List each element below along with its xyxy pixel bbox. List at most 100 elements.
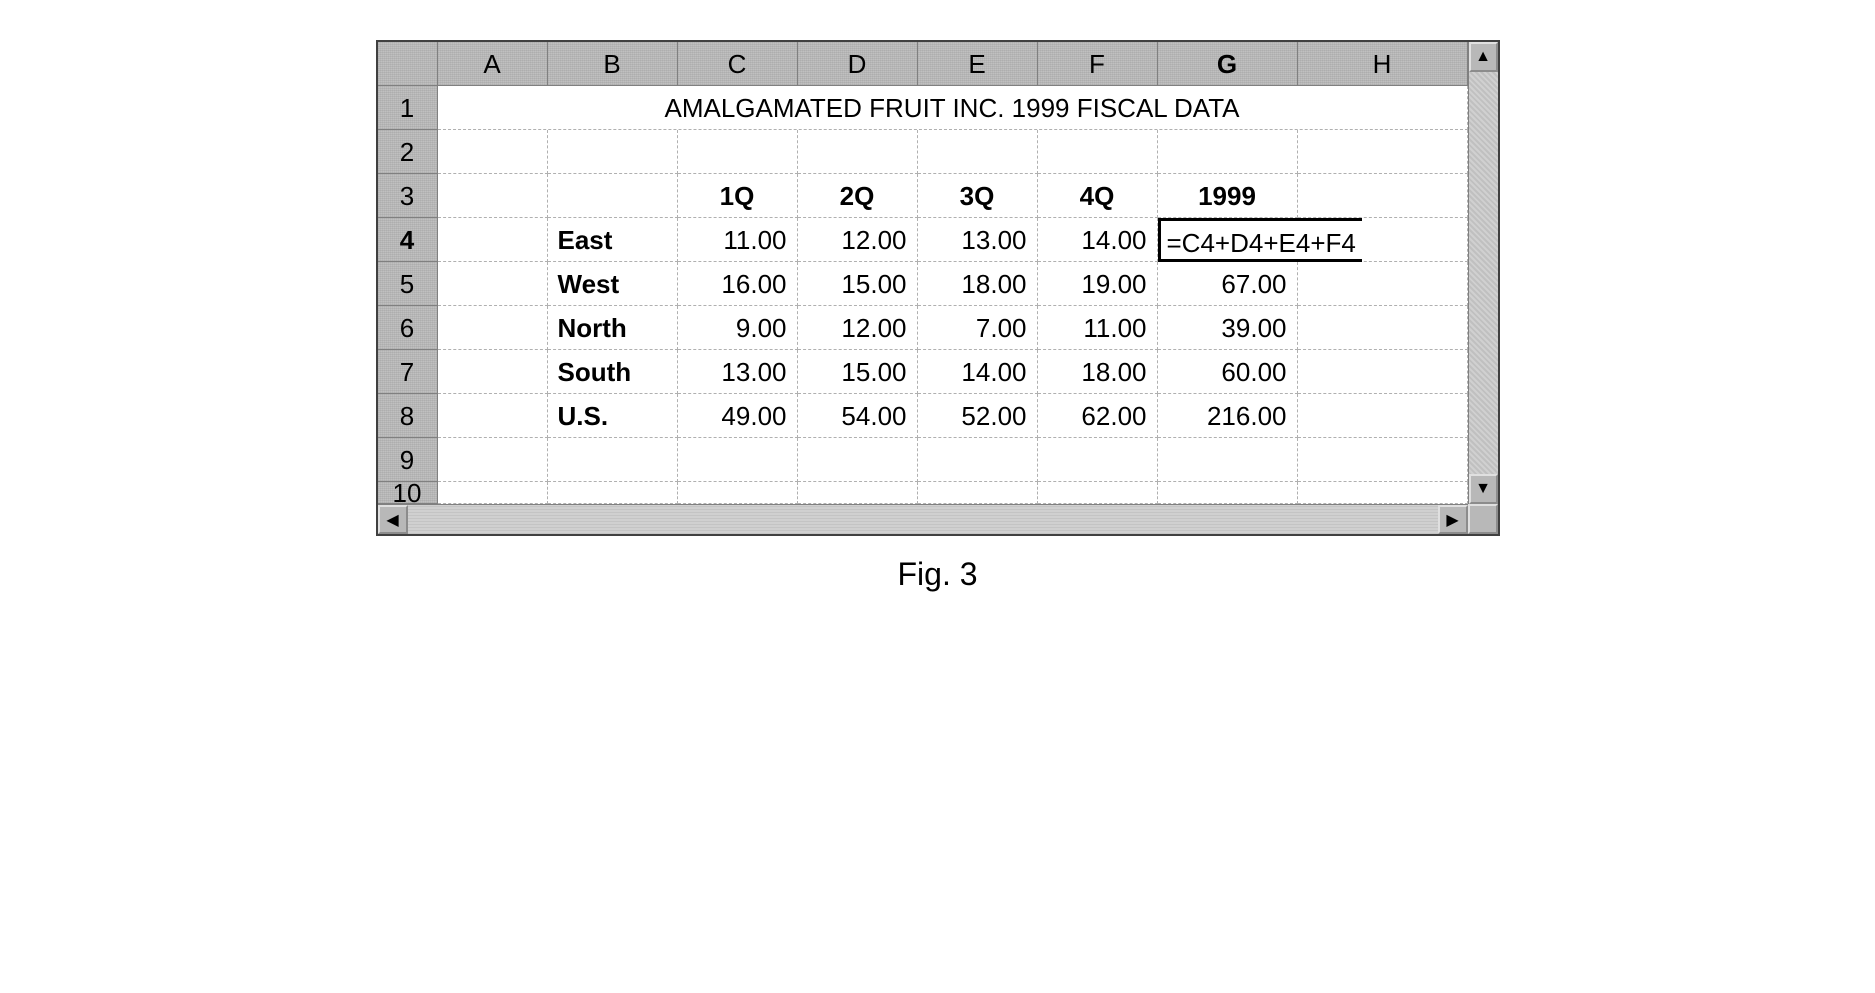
col-header-E[interactable]: E	[918, 42, 1038, 86]
cell-D5[interactable]: 15.00	[798, 262, 918, 306]
row-header-1[interactable]: 1	[378, 86, 438, 130]
cell-B8[interactable]: U.S.	[548, 394, 678, 438]
cell-H9[interactable]	[1298, 438, 1468, 482]
cell-B5[interactable]: West	[548, 262, 678, 306]
cell-D10[interactable]	[798, 482, 918, 504]
cell-H10[interactable]	[1298, 482, 1468, 504]
col-header-H[interactable]: H	[1298, 42, 1468, 86]
cell-H8[interactable]	[1298, 394, 1468, 438]
cell-E8[interactable]: 52.00	[918, 394, 1038, 438]
col-header-B[interactable]: B	[548, 42, 678, 86]
horizontal-scrollbar[interactable]: ◀ ▶	[378, 504, 1468, 534]
cell-E3[interactable]: 3Q	[918, 174, 1038, 218]
cell-B10[interactable]	[548, 482, 678, 504]
cell-A8[interactable]	[438, 394, 548, 438]
cell-D4[interactable]: 12.00	[798, 218, 918, 262]
cell-E9[interactable]	[918, 438, 1038, 482]
cell-B2[interactable]	[548, 130, 678, 174]
cell-E5[interactable]: 18.00	[918, 262, 1038, 306]
cell-D3[interactable]: 2Q	[798, 174, 918, 218]
cell-B3[interactable]	[548, 174, 678, 218]
cell-C6[interactable]: 9.00	[678, 306, 798, 350]
row-header-7[interactable]: 7	[378, 350, 438, 394]
cell-E6[interactable]: 7.00	[918, 306, 1038, 350]
cell-A7[interactable]	[438, 350, 548, 394]
cell-F4[interactable]: 14.00	[1038, 218, 1158, 262]
cell-C10[interactable]	[678, 482, 798, 504]
cell-C7[interactable]: 13.00	[678, 350, 798, 394]
cell-H6[interactable]	[1298, 306, 1468, 350]
cell-F6[interactable]: 11.00	[1038, 306, 1158, 350]
cell-E10[interactable]	[918, 482, 1038, 504]
cell-H7[interactable]	[1298, 350, 1468, 394]
row-header-8[interactable]: 8	[378, 394, 438, 438]
cell-H2[interactable]	[1298, 130, 1468, 174]
cell-D8[interactable]: 54.00	[798, 394, 918, 438]
col-header-D[interactable]: D	[798, 42, 918, 86]
cell-A10[interactable]	[438, 482, 548, 504]
cell-F3[interactable]: 4Q	[1038, 174, 1158, 218]
select-all-corner[interactable]	[378, 42, 438, 86]
cell-A9[interactable]	[438, 438, 548, 482]
cell-A6[interactable]	[438, 306, 548, 350]
vscroll-track[interactable]	[1469, 72, 1498, 474]
cell-D7[interactable]: 15.00	[798, 350, 918, 394]
cell-E4[interactable]: 13.00	[918, 218, 1038, 262]
cell-A2[interactable]	[438, 130, 548, 174]
hscroll-track[interactable]	[408, 505, 1438, 534]
cell-G5[interactable]: 67.00	[1158, 262, 1298, 306]
col-header-A[interactable]: A	[438, 42, 548, 86]
scroll-right-button[interactable]: ▶	[1438, 505, 1468, 534]
row-header-5[interactable]: 5	[378, 262, 438, 306]
cell-C8[interactable]: 49.00	[678, 394, 798, 438]
cell-E7[interactable]: 14.00	[918, 350, 1038, 394]
row-header-6[interactable]: 6	[378, 306, 438, 350]
scroll-up-button[interactable]: ▲	[1469, 42, 1498, 72]
cell-A5[interactable]	[438, 262, 548, 306]
cell-G6[interactable]: 39.00	[1158, 306, 1298, 350]
cell-C3[interactable]: 1Q	[678, 174, 798, 218]
col-header-G[interactable]: G	[1158, 42, 1298, 86]
cell-C2[interactable]	[678, 130, 798, 174]
vertical-scrollbar[interactable]: ▲ ▼	[1468, 42, 1498, 504]
cell-G8[interactable]: 216.00	[1158, 394, 1298, 438]
cell-G3[interactable]: 1999	[1158, 174, 1298, 218]
cell-B4[interactable]: East	[548, 218, 678, 262]
cell-D2[interactable]	[798, 130, 918, 174]
cell-G2[interactable]	[1158, 130, 1298, 174]
cell-G7[interactable]: 60.00	[1158, 350, 1298, 394]
cell-G10[interactable]	[1158, 482, 1298, 504]
cell-F5[interactable]: 19.00	[1038, 262, 1158, 306]
row-header-3[interactable]: 3	[378, 174, 438, 218]
cell-F7[interactable]: 18.00	[1038, 350, 1158, 394]
cell-D9[interactable]	[798, 438, 918, 482]
row-header-4[interactable]: 4	[378, 218, 438, 262]
cell-G4-active[interactable]: =C4+D4+E4+F4	[1158, 218, 1298, 262]
cell-D6[interactable]: 12.00	[798, 306, 918, 350]
col-header-F[interactable]: F	[1038, 42, 1158, 86]
cell-G9[interactable]	[1158, 438, 1298, 482]
cell-F8[interactable]: 62.00	[1038, 394, 1158, 438]
scroll-left-button[interactable]: ◀	[378, 505, 408, 534]
cell-C4[interactable]: 11.00	[678, 218, 798, 262]
cell-B7[interactable]: South	[548, 350, 678, 394]
cell-C9[interactable]	[678, 438, 798, 482]
cell-F2[interactable]	[1038, 130, 1158, 174]
cell-C5[interactable]: 16.00	[678, 262, 798, 306]
cell-E2[interactable]	[918, 130, 1038, 174]
row-header-10[interactable]: 10	[378, 482, 438, 504]
formula-edit[interactable]: =C4+D4+E4+F4	[1158, 218, 1362, 262]
cell-A4[interactable]	[438, 218, 548, 262]
cell-B9[interactable]	[548, 438, 678, 482]
cell-F10[interactable]	[1038, 482, 1158, 504]
cell-H3[interactable]	[1298, 174, 1468, 218]
cell-A3[interactable]	[438, 174, 548, 218]
cell-H5[interactable]	[1298, 262, 1468, 306]
cell-title[interactable]: AMALGAMATED FRUIT INC. 1999 FISCAL DATA	[438, 86, 1468, 130]
scroll-down-button[interactable]: ▼	[1469, 474, 1498, 504]
cell-B6[interactable]: North	[548, 306, 678, 350]
col-header-C[interactable]: C	[678, 42, 798, 86]
row-header-9[interactable]: 9	[378, 438, 438, 482]
row-header-2[interactable]: 2	[378, 130, 438, 174]
cell-F9[interactable]	[1038, 438, 1158, 482]
